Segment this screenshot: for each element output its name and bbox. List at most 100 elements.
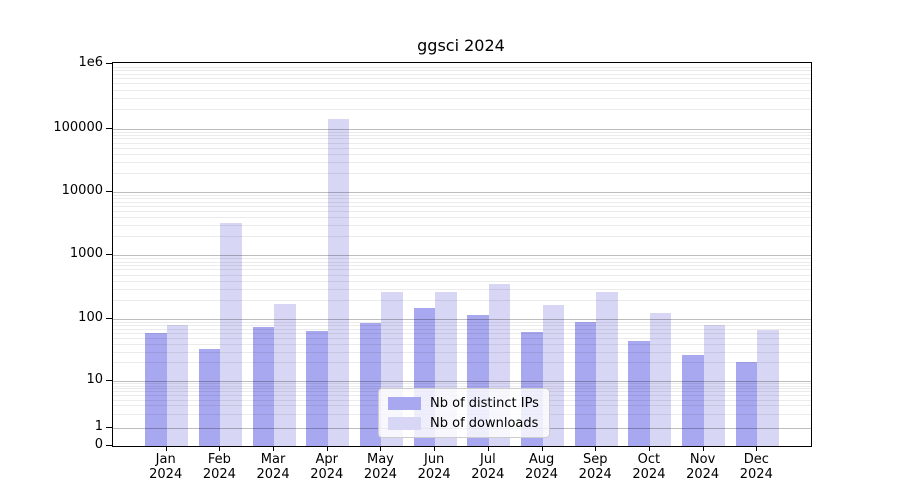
plot-area [112,62,812,447]
y-tick-label: 1 [94,418,103,434]
gridline-major [113,128,811,130]
gridline-minor [113,194,811,196]
bar-distinct-ips-apr [306,330,328,446]
y-tick-mark [106,318,112,320]
x-tick-label-jun: Jun 2024 [417,452,451,482]
legend-item-distinct-ips: Nb of distinct IPs [388,395,539,411]
chart-title: ggsci 2024 [417,36,505,55]
gridline-minor [113,74,811,76]
gridline-major [113,255,811,257]
gridline-minor [113,332,811,334]
legend-item-downloads: Nb of downloads [388,415,539,431]
gridline-minor [113,280,811,282]
bar-distinct-ips-mar [252,327,275,446]
bar-distinct-ips-dec [735,362,758,446]
x-tick-mark [219,446,221,451]
gridline-minor [113,217,811,218]
x-tick-mark [326,446,328,451]
y-tick-mark [106,426,112,428]
bar-downloads-sep [596,291,618,446]
x-tick-label-dec: Dec 2024 [739,452,773,482]
y-tick-mark [106,445,112,446]
y-tick-mark [106,380,112,381]
legend-label: Nb of downloads [430,415,539,431]
gridline-minor [113,131,811,133]
gridline-minor [113,147,811,149]
bar-downloads-apr [327,119,350,446]
y-tick-label: 10000 [61,182,103,198]
gridline-major [113,191,811,193]
bar-downloads-mar [274,303,296,446]
x-tick-label-aug: Aug 2024 [524,452,559,482]
gridline-minor [113,205,811,207]
x-tick-mark [487,446,489,451]
gridline-minor [113,89,811,91]
gridline-major [113,381,811,382]
bar-distinct-ips-nov [682,355,704,446]
bar-downloads-jan [166,324,189,446]
x-tick-label-sep: Sep 2024 [578,452,612,482]
gridline-minor [113,274,811,276]
gridline-minor [113,197,811,199]
x-tick-mark [541,446,543,451]
y-tick-mark [106,190,112,192]
gridline-minor [113,362,811,364]
gridline-minor [113,210,811,212]
gridline-minor [113,83,811,85]
gridline-minor [113,258,811,260]
gridline-minor [113,236,811,238]
bar-downloads-feb [220,223,242,446]
bar-distinct-ips-sep [574,322,597,446]
gridline-minor [113,224,811,226]
x-tick-mark [702,446,704,451]
gridline-minor [113,325,811,327]
gridline-minor [113,265,811,267]
legend-swatch-downloads [388,416,421,430]
y-tick-mark [106,254,112,256]
gridline-minor [113,261,811,263]
x-tick-label-oct: Oct 2024 [632,452,666,482]
x-tick-mark [648,446,650,451]
x-tick-label-feb: Feb 2024 [202,452,236,482]
y-tick-label: 0 [94,437,103,452]
gridline-minor [113,300,811,302]
x-tick-mark [165,446,167,451]
gridline-minor [113,161,811,163]
gridline-minor [113,109,811,111]
legend: Nb of distinct IPs Nb of downloads [378,388,550,438]
x-tick-label-nov: Nov 2024 [686,452,720,482]
x-tick-label-apr: Apr 2024 [310,452,344,482]
y-tick-label: 1e6 [78,55,103,70]
bar-downloads-nov [703,324,726,446]
y-tick-mark [106,127,112,129]
gridline-minor [113,269,811,271]
bar-downloads-dec [757,329,779,446]
gridline-minor [113,66,811,68]
x-tick-label-jan: Jan 2024 [149,452,183,482]
gridline-minor [113,385,811,387]
gridline-minor [113,70,811,72]
x-tick-label-may: May 2024 [363,452,397,482]
gridline-minor [113,322,811,324]
gridline-minor [113,138,811,140]
gridline-major [113,319,811,321]
bar-distinct-ips-may [359,322,382,446]
bar-downloads-oct [649,313,672,446]
gridline-minor [113,172,811,174]
gridline-minor [113,201,811,203]
x-tick-mark [380,446,382,451]
gridline-minor [113,288,811,290]
x-tick-mark [756,446,758,451]
y-tick-label: 100 [78,310,103,326]
y-tick-mark [106,63,112,64]
y-tick-label: 100000 [53,119,103,135]
bar-distinct-ips-oct [628,340,650,446]
y-tick-label: 1000 [69,246,103,262]
bar-distinct-ips-jan [145,332,167,446]
gridline-minor [113,134,811,136]
gridline-minor [113,351,811,353]
gridline-minor [113,328,811,330]
gridline-minor [113,337,811,339]
x-tick-mark [595,446,597,451]
